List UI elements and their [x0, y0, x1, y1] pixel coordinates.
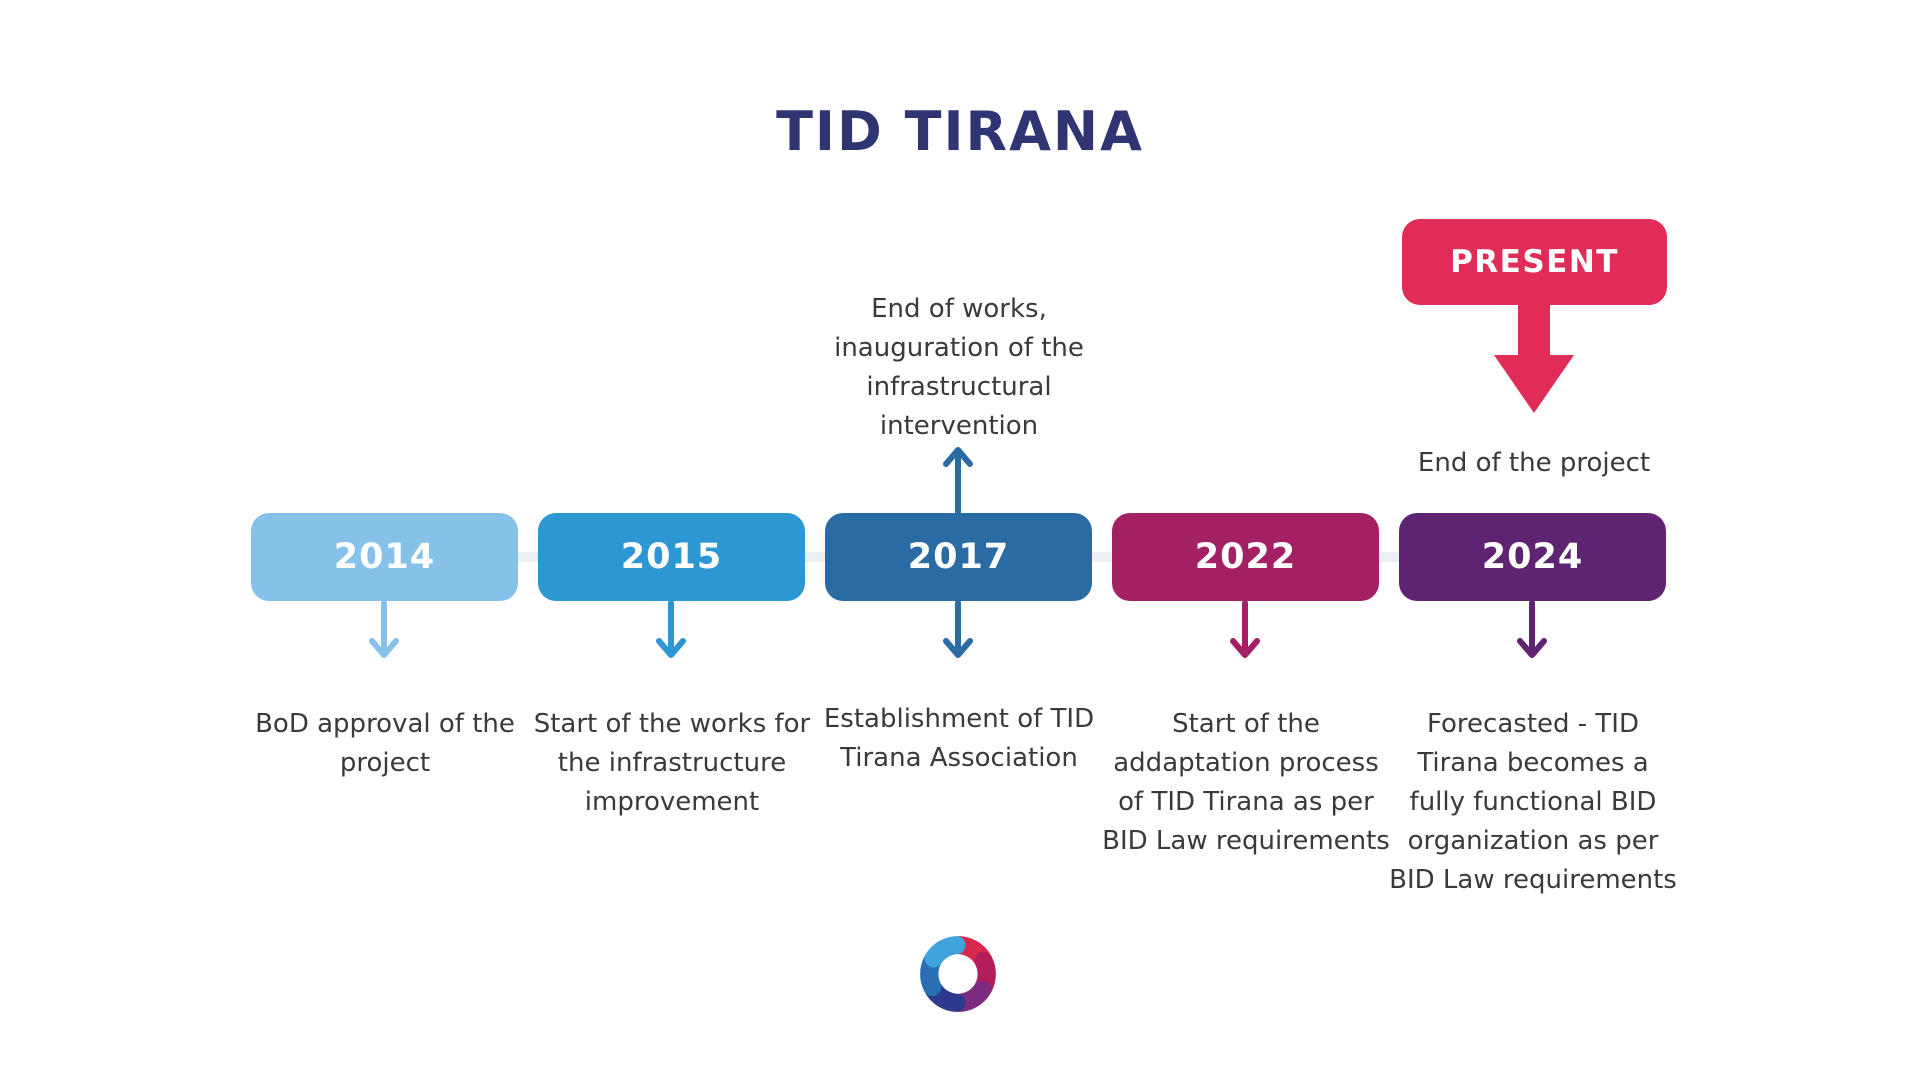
logo-segment [924, 936, 966, 968]
down-arrow-icon [1517, 601, 1547, 658]
year-label: 2017 [907, 537, 1010, 577]
present-note: End of the project [1417, 448, 1651, 478]
year-box-2017: 2017 [825, 513, 1092, 601]
circular-swirl-logo-icon [920, 936, 996, 1012]
year-box-2024: 2024 [1399, 513, 1666, 601]
milestone-caption: Start of the works for the infrastructur… [533, 709, 811, 817]
milestone-caption: Establishment of TID Tirana Association [823, 704, 1095, 773]
milestone-caption: Start of the addaptation process of TID … [1102, 709, 1390, 856]
down-arrow-icon [656, 601, 686, 658]
down-arrow-icon [1230, 601, 1260, 658]
milestone-caption: Forecasted - TID Tirana becomes a fully … [1389, 709, 1677, 895]
milestone-caption: BoD approval of the project [255, 709, 515, 778]
year-label: 2024 [1481, 537, 1584, 577]
down-arrow-icon [943, 601, 973, 658]
down-arrow-icon [369, 601, 399, 658]
logo-center [939, 955, 977, 993]
year-box-2015: 2015 [538, 513, 805, 601]
milestone-note-above: End of works, inauguration of the infras… [834, 294, 1084, 441]
year-box-2014: 2014 [251, 513, 518, 601]
present-arrow-down-icon [1494, 303, 1574, 413]
page-title: TID TIRANA [776, 100, 1144, 163]
up-arrow-icon [943, 447, 973, 514]
year-label: 2022 [1194, 537, 1297, 577]
year-label: 2014 [333, 537, 436, 577]
present-badge: PRESENT [1402, 219, 1667, 305]
present-label: PRESENT [1450, 244, 1619, 280]
year-box-2022: 2022 [1112, 513, 1379, 601]
year-label: 2015 [620, 537, 723, 577]
